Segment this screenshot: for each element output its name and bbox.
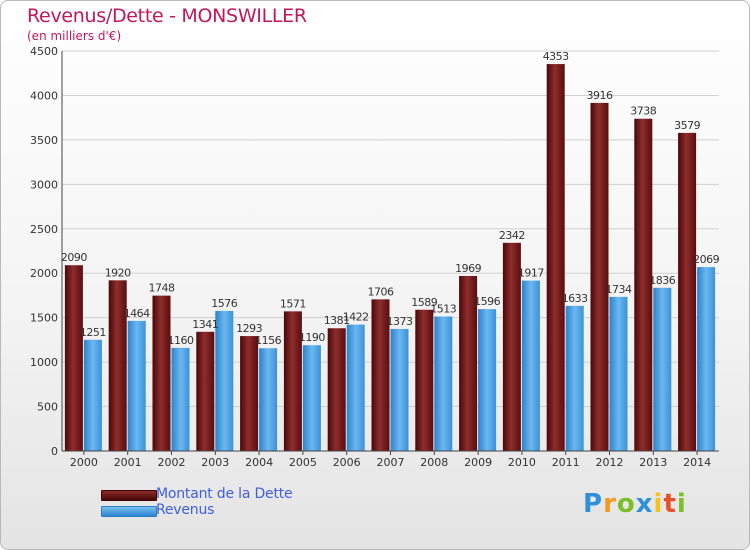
x-tick-label: 2001 <box>114 456 142 469</box>
x-tick-label: 2000 <box>70 456 98 469</box>
y-tick-label: 4500 <box>30 45 58 58</box>
value-label-debt: 1748 <box>149 282 175 295</box>
value-label-revenue: 2069 <box>693 253 719 266</box>
x-tick-label: 2003 <box>201 456 229 469</box>
y-tick-label: 2000 <box>30 267 58 280</box>
y-tick-label: 0 <box>51 445 58 458</box>
x-tick-label: 2004 <box>245 456 273 469</box>
bar-debt <box>502 242 521 451</box>
bar-revenue <box>521 280 540 451</box>
legend-label-revenue: Revenus <box>156 502 215 518</box>
value-label-debt: 1571 <box>280 297 306 310</box>
x-tick-label: 2002 <box>158 456 186 469</box>
bar-debt <box>678 132 697 451</box>
x-tick-label: 2011 <box>552 456 580 469</box>
value-label-debt: 1969 <box>455 262 481 275</box>
value-label-debt: 2342 <box>499 229 525 242</box>
x-tick-label: 2007 <box>377 456 405 469</box>
value-label-debt: 1381 <box>324 314 350 327</box>
bar-revenue <box>83 339 102 451</box>
bar-debt <box>371 299 390 451</box>
x-tick-label: 2005 <box>289 456 317 469</box>
value-label-revenue: 1160 <box>168 334 194 347</box>
bar-revenue <box>259 348 278 451</box>
value-label-debt: 2090 <box>61 251 87 264</box>
value-label-revenue: 1734 <box>606 283 632 296</box>
bar-debt <box>459 275 478 451</box>
bar-debt <box>590 102 609 452</box>
bar-debt <box>64 265 83 451</box>
unit-label: (en milliers d'€) <box>27 29 122 43</box>
bar-debt <box>152 295 171 451</box>
y-tick-label: 3500 <box>30 134 58 147</box>
bar-debt <box>415 309 434 451</box>
bar-debt <box>546 64 565 452</box>
value-label-debt: 1920 <box>105 266 131 279</box>
x-tick-label: 2010 <box>508 456 536 469</box>
value-label-debt: 1589 <box>411 296 437 309</box>
x-tick-label: 2012 <box>596 456 624 469</box>
value-label-revenue: 1633 <box>562 292 588 305</box>
value-label-revenue: 1576 <box>211 297 237 310</box>
x-tick-label: 2006 <box>333 456 361 469</box>
value-label-revenue: 1156 <box>255 334 281 347</box>
bar-debt <box>240 336 259 451</box>
value-label-debt: 4353 <box>543 50 569 63</box>
y-tick-label: 1500 <box>30 312 58 325</box>
value-label-revenue: 1251 <box>80 326 106 339</box>
bar-revenue <box>346 324 365 451</box>
value-label-debt: 3738 <box>630 105 656 118</box>
x-tick-label: 2013 <box>639 456 667 469</box>
x-tick-label: 2014 <box>683 456 711 469</box>
value-label-revenue: 1190 <box>299 331 325 344</box>
legend-swatch-revenue <box>101 506 157 517</box>
x-tick-label: 2009 <box>464 456 492 469</box>
bar-revenue <box>565 305 584 451</box>
bar-debt <box>283 311 302 451</box>
value-label-debt: 1706 <box>368 285 394 298</box>
bar-revenue <box>697 267 716 451</box>
bar-debt <box>327 328 346 451</box>
proxiti-logo: Proxiti <box>583 489 687 519</box>
value-label-debt: 1293 <box>236 322 262 335</box>
value-label-revenue: 1373 <box>387 315 413 328</box>
bar-revenue <box>478 309 497 451</box>
legend-swatch-debt <box>101 490 157 501</box>
value-label-debt: 1341 <box>192 318 218 331</box>
bar-revenue <box>127 320 146 451</box>
value-label-revenue: 1917 <box>518 267 544 280</box>
bar-revenue <box>302 345 321 451</box>
bar-revenue <box>434 316 453 451</box>
value-label-revenue: 1464 <box>124 307 150 320</box>
value-label-revenue: 1836 <box>649 274 675 287</box>
y-tick-label: 500 <box>37 401 58 414</box>
bar-debt <box>634 118 653 451</box>
y-tick-label: 2500 <box>30 223 58 236</box>
y-tick-label: 4000 <box>30 89 58 102</box>
bar-debt <box>108 280 127 451</box>
bar-revenue <box>171 347 190 451</box>
value-label-revenue: 1513 <box>430 303 456 316</box>
value-label-revenue: 1422 <box>343 311 369 324</box>
y-tick-label: 3000 <box>30 178 58 191</box>
x-tick-label: 2008 <box>420 456 448 469</box>
chart-title: Revenus/Dette - MONSWILLER <box>27 5 307 27</box>
value-label-debt: 3916 <box>587 89 613 102</box>
y-tick-label: 1000 <box>30 356 58 369</box>
bar-revenue <box>653 287 672 451</box>
value-label-debt: 3579 <box>674 119 700 132</box>
bar-revenue <box>390 328 409 451</box>
bar-revenue <box>215 310 234 451</box>
bar-debt <box>196 331 215 451</box>
legend-label-debt: Montant de la Dette <box>156 486 293 502</box>
value-label-revenue: 1596 <box>474 295 500 308</box>
bar-revenue <box>609 296 628 451</box>
